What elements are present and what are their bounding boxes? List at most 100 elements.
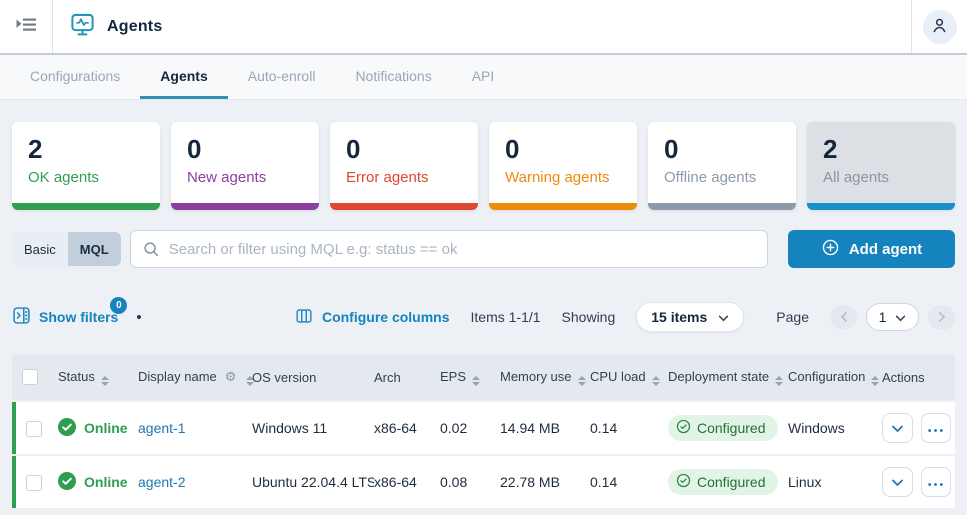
card-label: All agents (823, 168, 889, 186)
chevron-down-icon (895, 309, 906, 325)
sort-icon[interactable] (775, 375, 784, 386)
column-header-eps: EPS (440, 368, 467, 384)
card-error-agents[interactable]: 0 Error agents (330, 122, 478, 210)
page-title: Agents (107, 17, 163, 35)
select-all-checkbox[interactable] (22, 369, 38, 386)
card-count: 2 (823, 134, 838, 164)
pagination: 1 (830, 303, 955, 331)
row-expand-button[interactable] (882, 467, 913, 497)
deployment-state-badge: Configured (668, 415, 778, 441)
cpu-load-cell: 0.14 (590, 474, 618, 490)
column-header-os-version: OS version (252, 369, 317, 385)
page-number-select[interactable]: 1 (866, 303, 919, 331)
tab-notifications[interactable]: Notifications (335, 55, 451, 99)
tab-auto-enroll[interactable]: Auto-enroll (228, 55, 336, 99)
sort-icon[interactable] (651, 375, 660, 386)
deployment-state-badge: Configured (668, 469, 778, 495)
card-warning-agents[interactable]: 0 Warning agents (489, 122, 637, 210)
search-mode-toggle: Basic MQL (12, 232, 121, 266)
card-label: Warning agents (505, 168, 610, 186)
check-circle-icon (58, 471, 76, 493)
card-count: 0 (664, 134, 679, 164)
items-range-text: Items 1-1/1 (470, 309, 541, 325)
card-status-bar (648, 203, 796, 210)
tab-agents[interactable]: Agents (140, 55, 228, 99)
page-size-value: 15 items (651, 309, 708, 325)
memory-use-cell: 14.94 MB (500, 420, 560, 436)
show-filters-button[interactable]: Show filters 0 (12, 297, 128, 328)
tab-configurations[interactable]: Configurations (10, 55, 140, 99)
column-header-memory-use: Memory use (500, 368, 572, 384)
chevron-down-icon (891, 475, 904, 490)
add-agent-button[interactable]: Add agent (788, 230, 955, 268)
card-count: 2 (28, 134, 43, 164)
search-input[interactable] (129, 230, 768, 268)
agent-name-link[interactable]: agent-2 (138, 474, 186, 490)
column-header-configuration: Configuration (788, 368, 866, 384)
table-row: Online agent-1 Windows 11 x86-64 0.02 14… (12, 402, 955, 454)
tab-api[interactable]: API (452, 55, 515, 99)
sort-icon[interactable] (577, 375, 586, 386)
user-avatar-button[interactable] (922, 9, 957, 44)
plus-circle-icon (821, 238, 840, 261)
column-header-deployment-state: Deployment state (668, 368, 770, 384)
eps-cell: 0.02 (440, 420, 468, 436)
page-size-select[interactable]: 15 items (636, 302, 745, 332)
card-new-agents[interactable]: 0 New agents (171, 122, 319, 210)
status-badge: Online (84, 474, 128, 490)
showing-label: Showing (561, 309, 616, 325)
ellipsis-icon (927, 475, 944, 490)
chevron-down-icon (718, 309, 729, 325)
eps-cell: 0.08 (440, 474, 468, 490)
sort-icon[interactable] (100, 375, 109, 386)
search-row: Basic MQL Add agent (12, 230, 955, 268)
status-badge: Online (84, 420, 128, 436)
column-header-actions: Actions (882, 369, 925, 385)
row-more-actions-button[interactable] (920, 467, 951, 497)
sort-icon[interactable] (246, 375, 255, 386)
configure-columns-button[interactable]: Configure columns (295, 307, 450, 328)
configure-columns-label: Configure columns (321, 309, 450, 325)
search-box (129, 230, 768, 268)
previous-page-button[interactable] (830, 304, 857, 330)
column-header-display-name: Display name (138, 368, 217, 384)
agent-summary-cards: 2 OK agents 0 New agents 0 Error agents … (12, 122, 955, 210)
deployment-state-label: Configured (697, 474, 766, 490)
row-checkbox[interactable] (26, 474, 42, 491)
sort-icon[interactable] (871, 375, 880, 386)
show-filters-label: Show filters (39, 309, 119, 325)
tab-bar: Configurations Agents Auto-enroll Notifi… (0, 55, 967, 100)
row-checkbox[interactable] (26, 420, 42, 437)
card-label: New agents (187, 168, 267, 186)
sort-icon[interactable] (472, 375, 481, 386)
header-divider (52, 0, 53, 53)
column-header-arch: Arch (374, 369, 401, 385)
row-expand-button[interactable] (882, 413, 913, 443)
cpu-load-cell: 0.14 (590, 420, 618, 436)
gear-icon[interactable]: ⚙ (224, 369, 237, 385)
chevron-left-icon (840, 310, 848, 325)
column-header-status: Status (58, 368, 95, 384)
card-status-bar (489, 203, 637, 210)
search-icon (142, 240, 160, 263)
card-ok-agents[interactable]: 2 OK agents (12, 122, 160, 210)
page-number-value: 1 (878, 309, 887, 325)
os-version-cell: Ubuntu 22.04.4 LTS (252, 474, 374, 490)
table-toolbar: Show filters 0 • Configure columns Items… (12, 297, 955, 332)
sidebar-toggle-button[interactable] (0, 0, 52, 53)
card-label: OK agents (28, 168, 99, 186)
card-all-agents[interactable]: 2 All agents (807, 122, 955, 210)
card-offline-agents[interactable]: 0 Offline agents (648, 122, 796, 210)
filter-panel-icon (12, 306, 31, 328)
filters-dot: • (136, 308, 142, 326)
next-page-button[interactable] (928, 304, 955, 330)
memory-use-cell: 22.78 MB (500, 474, 560, 490)
card-count: 0 (187, 134, 202, 164)
agents-monitor-icon (69, 11, 96, 43)
check-circle-outline-icon (676, 419, 691, 437)
search-mode-basic[interactable]: Basic (12, 232, 68, 266)
ellipsis-icon (927, 421, 944, 436)
search-mode-mql[interactable]: MQL (67, 232, 121, 266)
agent-name-link[interactable]: agent-1 (138, 420, 186, 436)
row-more-actions-button[interactable] (920, 413, 951, 443)
